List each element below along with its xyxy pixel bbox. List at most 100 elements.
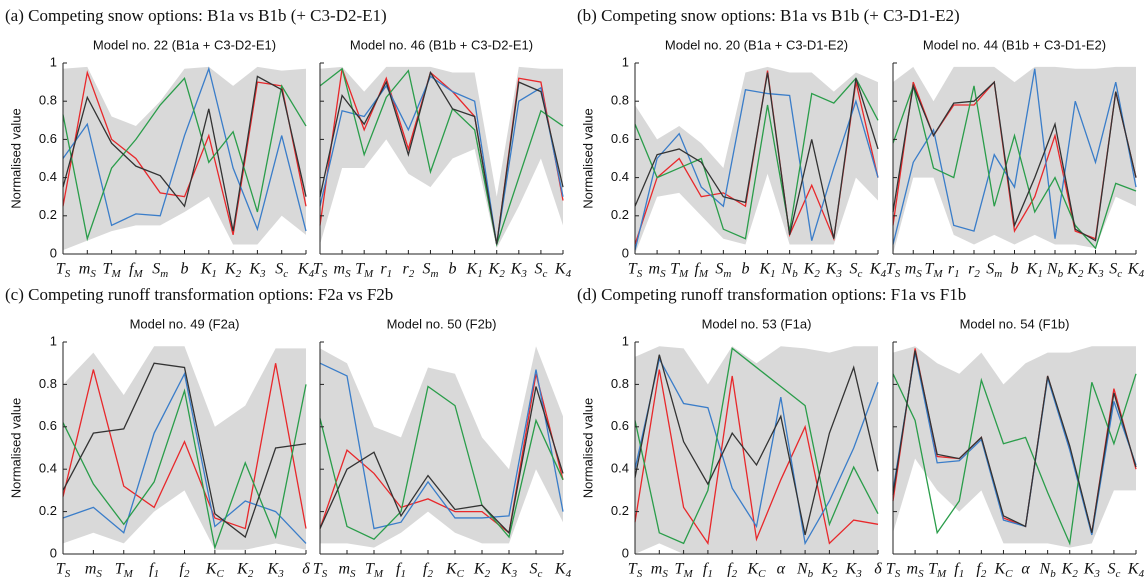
x-tick-label: b xyxy=(1011,261,1019,278)
x-tick-label: K4 xyxy=(1127,561,1145,580)
subscript: 3 xyxy=(855,568,862,580)
x-tick-label: K3 xyxy=(248,261,266,280)
series-line xyxy=(62,362,307,539)
subscript: 4 xyxy=(566,568,572,580)
y-axis-label: Normalised value xyxy=(580,398,595,498)
subscript: 2 xyxy=(499,268,505,280)
x-tick-label: TS xyxy=(56,261,71,280)
subscript: 3 xyxy=(520,268,527,280)
x-tick-label: KC xyxy=(746,561,766,580)
subscript: 2 xyxy=(1072,568,1078,580)
subscript: 4 xyxy=(566,268,572,280)
x-tick-label: f1 xyxy=(149,561,159,580)
x-tick-label: mS xyxy=(651,561,669,580)
x-tick-label: TM xyxy=(928,561,947,580)
x-tick-label: K1 xyxy=(758,261,775,280)
chart-title: Model no. 46 (B1b + C3-D2-E1) xyxy=(350,37,533,52)
x-tick-label: Nb xyxy=(796,561,814,580)
chart-title: Model no. 53 (F1a) xyxy=(702,316,812,331)
subscript: m xyxy=(430,268,438,280)
subscript: 2 xyxy=(427,568,433,580)
x-tick-label: δ xyxy=(874,561,882,578)
subscript: 1 xyxy=(770,268,776,280)
subscript: M xyxy=(678,268,689,280)
envelope-band xyxy=(893,66,1136,254)
y-tick-label: 0.8 xyxy=(611,376,629,391)
x-tick-label: TM xyxy=(365,561,384,580)
y-tick-label: 0.4 xyxy=(39,461,57,476)
y-tick-label: 0.8 xyxy=(39,376,57,391)
x-tick-label: TS xyxy=(628,561,643,580)
y-tick-label: 0.6 xyxy=(611,131,629,146)
x-tick-label: K4 xyxy=(1127,261,1145,280)
series-line xyxy=(634,357,879,546)
subscript: 3 xyxy=(277,568,284,580)
subscript: S xyxy=(322,268,328,280)
x-tick-label: K3 xyxy=(500,561,518,580)
x-tick-label: Sc xyxy=(1107,561,1120,580)
subscript: S xyxy=(350,568,356,580)
subscript: S xyxy=(916,268,922,280)
x-tick-label: TS xyxy=(886,261,901,280)
subscript: 1 xyxy=(707,568,713,580)
subscript: c xyxy=(538,568,543,580)
series-line xyxy=(319,67,564,248)
y-tick-label: 0.6 xyxy=(39,131,57,146)
y-axis-label: Normalised value xyxy=(8,108,23,208)
x-tick-label: fM xyxy=(129,261,143,280)
subscript: 1 xyxy=(477,268,483,280)
subscript: S xyxy=(96,568,102,580)
series-line xyxy=(319,386,564,535)
y-tick-label: 0.4 xyxy=(39,169,57,184)
y-tick-label: 0 xyxy=(622,545,629,560)
x-tick-label: TM xyxy=(924,261,943,280)
series-line xyxy=(62,70,307,236)
panel-title: (d) Competing runoff transformation opti… xyxy=(577,285,966,304)
x-tick-label: mS xyxy=(905,261,923,280)
x-tick-label: K1 xyxy=(466,261,483,280)
subscript: S xyxy=(322,568,328,580)
subscript: M xyxy=(932,268,943,280)
x-tick-label: K1 xyxy=(200,261,217,280)
subscript: b xyxy=(792,268,798,280)
y-tick-label: 0 xyxy=(50,245,57,260)
y-tick-label: 0.4 xyxy=(611,169,629,184)
envelope-band xyxy=(63,66,306,251)
subscript: b xyxy=(1050,568,1056,580)
x-tick-label: f2 xyxy=(976,561,986,580)
subscript: S xyxy=(637,568,643,580)
x-tick-label: b xyxy=(449,261,457,278)
x-tick-label: Sc xyxy=(275,261,288,280)
x-tick-label: Nb xyxy=(1046,261,1064,280)
x-tick-label: TS xyxy=(56,561,71,580)
x-tick-label: mS xyxy=(649,261,667,280)
x-tick-label: K2 xyxy=(488,261,506,280)
series-line xyxy=(62,76,307,242)
x-tick-label: K2 xyxy=(820,561,838,580)
y-tick-label: 0.8 xyxy=(39,93,57,108)
subscript: S xyxy=(918,568,924,580)
subscript: S xyxy=(895,268,901,280)
x-tick-label: TS xyxy=(886,561,901,580)
subscript: S xyxy=(637,268,643,280)
y-tick-label: 0.2 xyxy=(39,503,57,518)
subscript: 2 xyxy=(236,268,242,280)
subscript: 4 xyxy=(1139,268,1145,280)
x-tick-label: f2 xyxy=(180,561,190,580)
y-tick-label: 0.6 xyxy=(39,418,57,433)
x-tick-label: K2 xyxy=(224,261,242,280)
subscript: C xyxy=(758,568,766,580)
series-line xyxy=(319,385,564,540)
x-tick-label: KC xyxy=(993,561,1013,580)
subscript: 3 xyxy=(259,268,266,280)
subscript: S xyxy=(895,568,901,580)
subscript: C xyxy=(217,568,225,580)
subscript: c xyxy=(857,268,862,280)
x-tick-label: K3 xyxy=(845,561,863,580)
series-line xyxy=(319,75,564,245)
x-tick-label: b xyxy=(181,261,189,278)
y-tick-label: 0.8 xyxy=(611,93,629,108)
x-tick-label: Sm xyxy=(152,261,168,280)
x-tick-label: KC xyxy=(445,561,465,580)
envelope-band xyxy=(320,346,563,548)
